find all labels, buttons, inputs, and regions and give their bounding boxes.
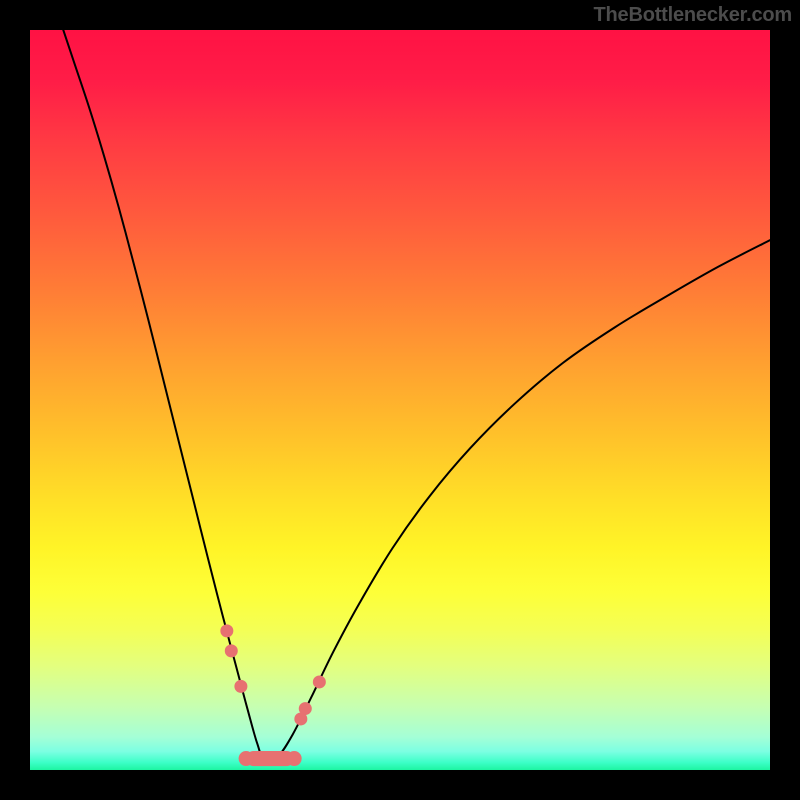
- marker-dot: [299, 702, 312, 715]
- plot-background-gradient: [30, 30, 770, 770]
- marker-dot: [225, 644, 238, 657]
- marker-pill-cap: [287, 751, 302, 766]
- marker-dot: [234, 680, 247, 693]
- chart-svg: [0, 0, 800, 800]
- bottleneck-chart: TheBottlenecker.com: [0, 0, 800, 800]
- marker-dot: [313, 675, 326, 688]
- marker-dot: [220, 624, 233, 637]
- marker-pill-cap: [239, 751, 254, 766]
- watermark-text: TheBottlenecker.com: [594, 4, 793, 27]
